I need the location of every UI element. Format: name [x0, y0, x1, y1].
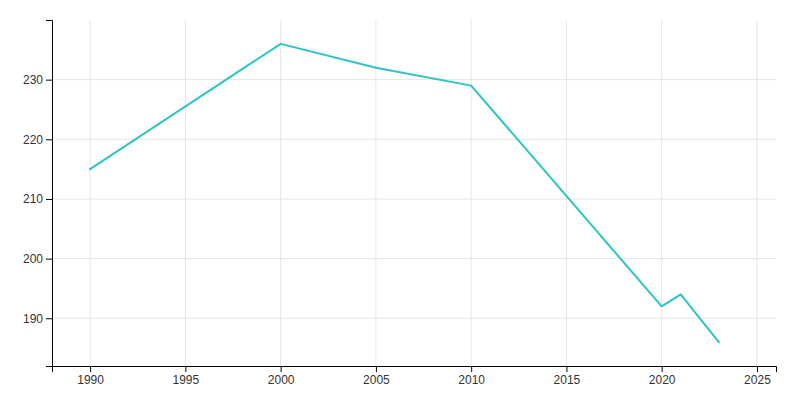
y-tick: 200 [23, 252, 52, 266]
x-tick: 2000 [268, 366, 295, 387]
y-tick-label: 200 [23, 252, 43, 266]
y-tick-mark [46, 199, 52, 200]
x-tick: 2015 [554, 366, 581, 387]
x-tick-mark [281, 366, 282, 372]
grid [52, 20, 776, 366]
x-tick-mark [471, 366, 472, 372]
y-grid-line [52, 79, 776, 80]
x-grid-line [185, 20, 186, 366]
y-tick-mark [46, 318, 52, 319]
x-grid-line [661, 20, 662, 366]
x-tick-label: 2020 [649, 373, 676, 387]
y-tick: 210 [23, 192, 52, 206]
x-tick-mark [566, 366, 567, 372]
x-grid-line [280, 20, 281, 366]
series-line [90, 44, 719, 342]
x-tick-label: 2010 [458, 373, 485, 387]
y-tick: 220 [23, 133, 52, 147]
x-tick: 1990 [77, 366, 104, 387]
y-tick-label: 230 [23, 73, 43, 87]
x-tick-mark [376, 366, 377, 372]
x-tick: 2020 [649, 366, 676, 387]
x-grid-line [90, 20, 91, 366]
x-grid-line [756, 20, 757, 366]
y-tick-mark [46, 259, 52, 260]
y-grid-line [52, 139, 776, 140]
y-tick-label: 220 [23, 133, 43, 147]
x-tick-mark [757, 366, 758, 372]
x-axis-line [53, 367, 777, 373]
x-tick: 2005 [363, 366, 390, 387]
plot-area: 1990 1995 2000 2005 2010 2015 2020 2025 190 200 21… [23, 20, 777, 387]
chart-svg: 1990 1995 2000 2005 2010 2015 2020 2025 190 200 21… [0, 0, 800, 400]
x-tick-label: 1995 [173, 373, 200, 387]
y-tick: 230 [23, 73, 52, 87]
x-tick: 2025 [744, 366, 771, 387]
series-group [90, 44, 719, 342]
y-axis-line [46, 21, 53, 367]
y-grid-line [52, 198, 776, 199]
x-tick-label: 1990 [77, 373, 104, 387]
x-tick-label: 2000 [268, 373, 295, 387]
chart-container: 1990 1995 2000 2005 2010 2015 2020 2025 190 200 21… [0, 0, 800, 400]
x-tick: 1995 [173, 366, 200, 387]
y-tick-mark [46, 80, 52, 81]
x-tick-label: 2015 [554, 373, 581, 387]
x-tick-mark [185, 366, 186, 372]
x-grid-line [566, 20, 567, 366]
x-axis: 1990 1995 2000 2005 2010 2015 2020 2025 [53, 366, 777, 387]
x-tick-label: 2005 [363, 373, 390, 387]
x-grid-line [471, 20, 472, 366]
y-tick: 190 [23, 312, 52, 326]
x-tick: 2010 [458, 366, 485, 387]
x-tick-mark [90, 366, 91, 372]
x-grid-line [375, 20, 376, 366]
y-tick-label: 190 [23, 312, 43, 326]
y-grid-line [52, 258, 776, 259]
y-axis: 190 200 210 220 230 [23, 21, 53, 367]
x-tick-mark [662, 366, 663, 372]
y-tick-mark [46, 139, 52, 140]
y-tick-label: 210 [23, 192, 43, 206]
y-grid-line [52, 318, 776, 319]
x-tick-label: 2025 [744, 373, 771, 387]
